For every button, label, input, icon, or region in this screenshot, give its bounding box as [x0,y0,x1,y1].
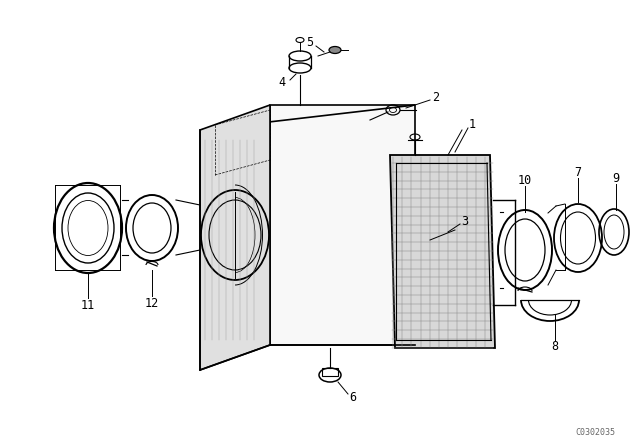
Text: 4: 4 [278,76,285,89]
Text: C0302035: C0302035 [575,427,615,436]
Text: 1: 1 [468,117,476,130]
Polygon shape [270,105,415,345]
Polygon shape [390,155,495,348]
Text: 10: 10 [518,173,532,186]
Text: 11: 11 [81,298,95,311]
Text: 5: 5 [307,35,314,48]
Polygon shape [200,105,415,130]
Text: 7: 7 [575,165,582,178]
Bar [322,368,338,376]
Ellipse shape [329,47,341,53]
Text: 9: 9 [612,172,620,185]
Text: 12: 12 [145,297,159,310]
Polygon shape [200,105,270,370]
Text: 6: 6 [349,391,356,404]
Text: 8: 8 [552,340,559,353]
Text: 3: 3 [461,215,468,228]
Text: 2: 2 [433,90,440,103]
